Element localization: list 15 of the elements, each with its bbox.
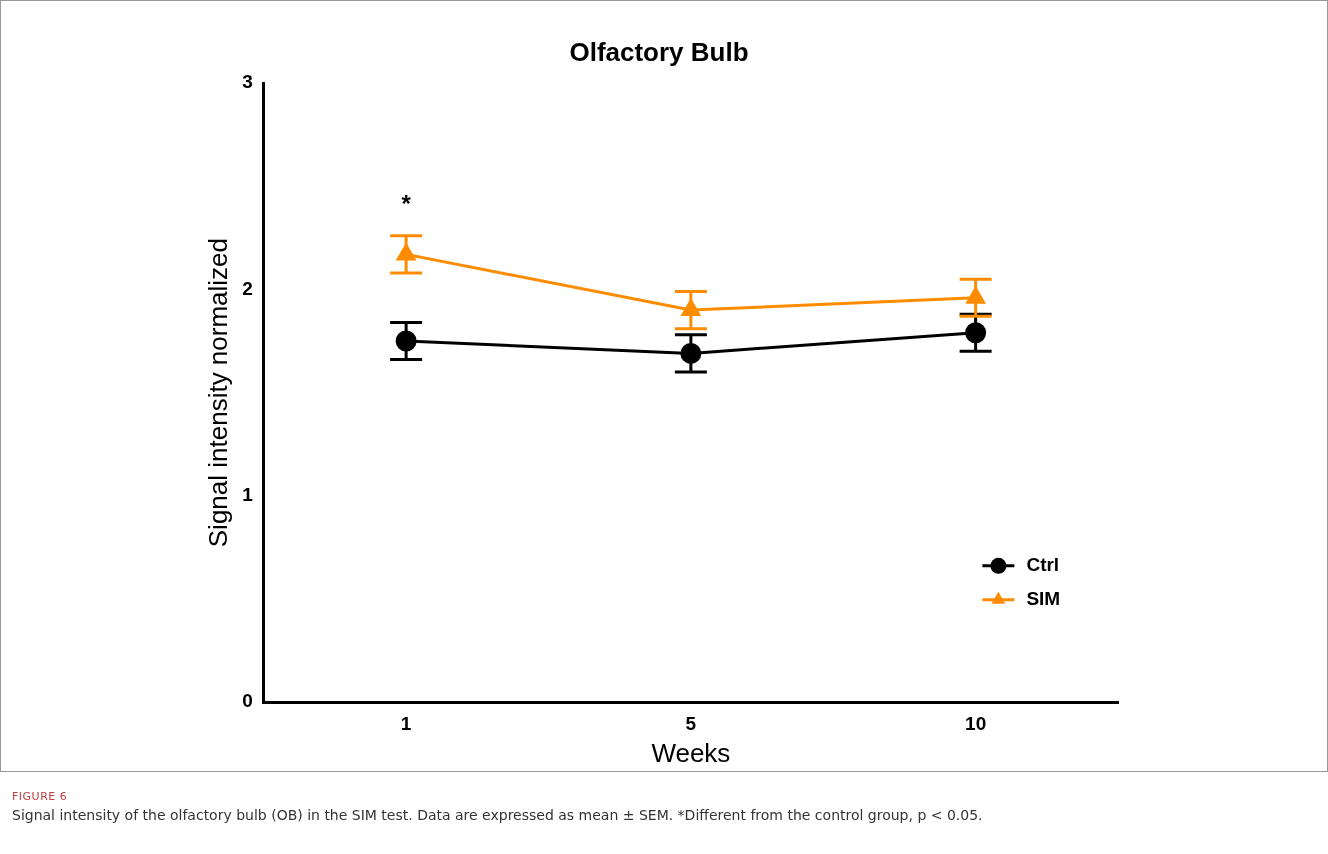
x-tick-label: 10 — [965, 712, 987, 734]
y-tick-label: 2 — [242, 277, 253, 299]
chart-title: Olfactory Bulb — [569, 36, 749, 67]
legend-label: SIM — [1026, 588, 1061, 610]
x-tick-label: 1 — [400, 712, 412, 734]
x-axis-title: Weeks — [651, 737, 731, 768]
y-tick-label: 1 — [242, 483, 254, 505]
y-tick-label: 0 — [242, 690, 253, 712]
annotation: * — [401, 190, 412, 218]
caption: FIGURE 6 — [12, 790, 69, 803]
y-axis-title: Signal intensity normalized — [202, 237, 233, 548]
x-tick-label: 5 — [685, 712, 697, 734]
legend-label: Ctrl — [1026, 554, 1060, 576]
text: Signal intensity of the olfactory bulb (OB) in the SIM test. Data are expressed as mean ± SEM. *Different from the control group, p < 0.05. — [12, 807, 984, 823]
y-tick-label: 3 — [242, 71, 253, 93]
